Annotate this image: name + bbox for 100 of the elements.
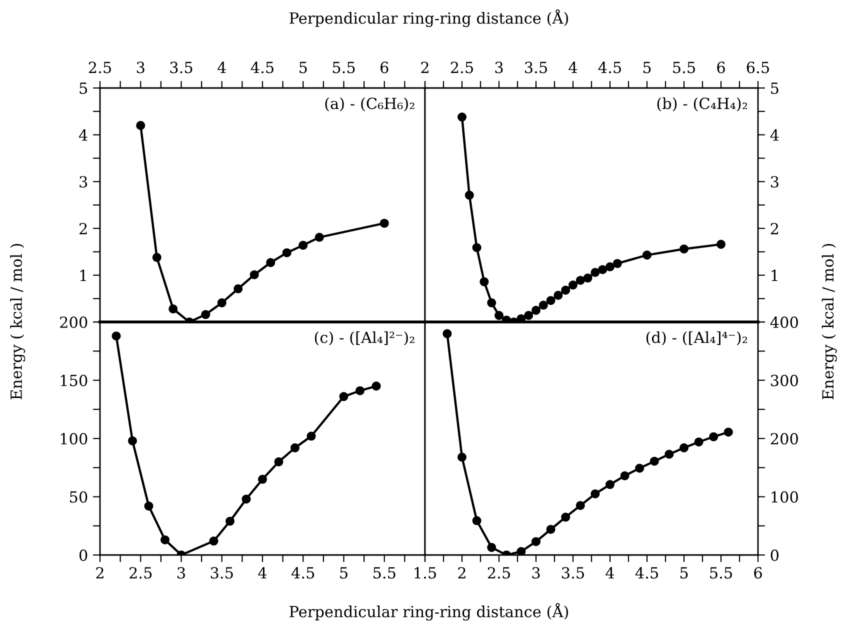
- point: [531, 306, 541, 315]
- x-tick-label: 5.5: [710, 567, 732, 579]
- x-axis-title: Perpendicular ring-ring distance (Å): [290, 602, 568, 621]
- point: [217, 298, 226, 308]
- x-tick-label: 2.5: [488, 567, 510, 579]
- point: [457, 112, 467, 122]
- point: [112, 331, 121, 340]
- x-tick-label: 3.5: [525, 62, 547, 74]
- point: [152, 252, 162, 262]
- x-tick-label: 5.5: [332, 62, 355, 74]
- x-tick-label: 6: [717, 62, 725, 74]
- point: [128, 436, 138, 446]
- x-tick-label: 5.5: [374, 567, 396, 579]
- point: [380, 218, 389, 228]
- point: [679, 244, 689, 254]
- x-tick-label: 2: [458, 567, 466, 578]
- y-axis-title: Energy ( kcal / mol ): [822, 244, 837, 400]
- point: [487, 542, 496, 552]
- point: [225, 516, 235, 526]
- point: [576, 500, 585, 510]
- point: [561, 512, 570, 522]
- y-axis-title: Energy ( kcal / mol ): [10, 244, 26, 400]
- point: [716, 240, 726, 249]
- point: [694, 437, 704, 447]
- x-tick-label: 4: [258, 567, 267, 578]
- y-tick-label: 1: [772, 270, 778, 282]
- x-tick-label: 2: [96, 567, 104, 578]
- point: [234, 284, 243, 294]
- point: [590, 268, 600, 277]
- y-tick-label: 400: [770, 316, 798, 328]
- x-tick-label: 2: [421, 62, 428, 74]
- point: [136, 120, 146, 130]
- point: [464, 190, 474, 200]
- x-tick-label: 2.5: [130, 567, 152, 579]
- x-tick-label: 5: [340, 567, 348, 579]
- point: [487, 298, 496, 308]
- x-tick-label: 5: [300, 62, 307, 74]
- point: [282, 248, 292, 258]
- point: [372, 382, 381, 391]
- point: [250, 270, 259, 280]
- point: [209, 536, 218, 546]
- y-tick-label: 0: [79, 549, 88, 562]
- point: [724, 428, 733, 437]
- y-tick-label: 3: [80, 176, 88, 188]
- point: [516, 546, 526, 555]
- point: [298, 240, 308, 250]
- point: [650, 456, 659, 466]
- y-tick-label: 3: [770, 176, 778, 188]
- point: [524, 310, 534, 320]
- x-tick-label: 3: [532, 567, 540, 579]
- point: [472, 243, 482, 252]
- y-tick-label: 5: [771, 82, 778, 94]
- x-tick-label: 4.5: [598, 62, 621, 74]
- x-tick-label: 6.5: [746, 62, 769, 74]
- y-tick-label: 300: [770, 374, 798, 386]
- x-tick-label: 2.5: [450, 62, 473, 74]
- y-tick-label: 100: [60, 432, 88, 445]
- point: [160, 535, 170, 544]
- annotation: (a) - (C₆H₆)₂: [325, 97, 414, 112]
- x-tick-label: 4.5: [250, 62, 274, 74]
- point: [494, 310, 504, 320]
- point: [546, 524, 556, 534]
- x-tick-label: 3.5: [562, 567, 584, 579]
- x-tick-label: 4: [217, 62, 226, 74]
- annotation: (b) - (C₄H₄)₂: [657, 97, 748, 112]
- y-tick-label: 50: [70, 491, 88, 503]
- y-tick-label: 4: [78, 129, 88, 141]
- point: [605, 480, 615, 490]
- point: [605, 262, 615, 272]
- x-tick-label: 3: [136, 62, 144, 74]
- point: [620, 471, 630, 480]
- x-tick-label: 4.5: [635, 567, 658, 579]
- point: [201, 310, 210, 320]
- point: [664, 450, 674, 459]
- point: [538, 300, 548, 310]
- x-tick-label: 1.5: [414, 567, 436, 579]
- point: [590, 489, 600, 498]
- x-tick-label: 5: [643, 62, 651, 74]
- point: [635, 464, 644, 473]
- point: [355, 386, 365, 396]
- point: [144, 502, 154, 511]
- x-tick-label: 5.5: [673, 62, 695, 74]
- point: [480, 277, 489, 286]
- x-tick-label: 3: [178, 567, 185, 579]
- y-tick-label: 100: [772, 491, 798, 503]
- annotation: (d) - ([Al₄]⁴⁻)₂: [646, 331, 748, 346]
- y-tick-label: 200: [60, 316, 88, 328]
- y-tick-label: 5: [80, 82, 88, 94]
- annotation: (c) - ([Al₄]²⁻)₂: [314, 331, 414, 346]
- point: [598, 265, 608, 274]
- point: [576, 276, 585, 285]
- point: [442, 329, 452, 338]
- point: [546, 296, 556, 305]
- point: [274, 457, 284, 466]
- point: [561, 286, 570, 295]
- point: [679, 443, 689, 452]
- y-tick-label: 4: [770, 129, 779, 141]
- x-tick-label: 4.5: [291, 567, 314, 579]
- point: [568, 280, 578, 290]
- point: [472, 516, 482, 526]
